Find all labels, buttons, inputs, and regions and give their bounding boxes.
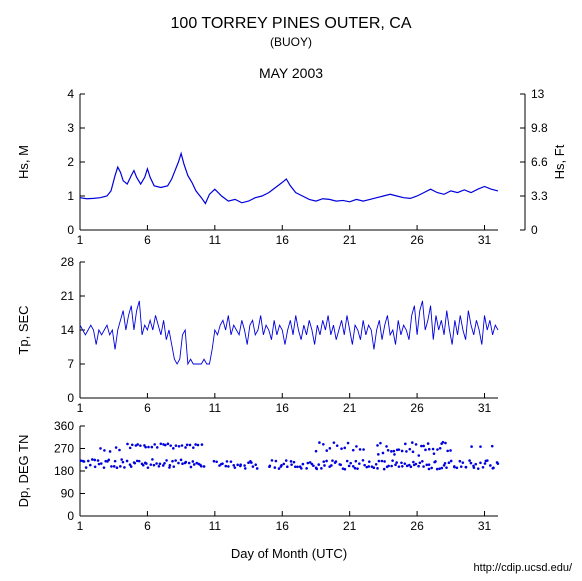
svg-text:0: 0: [67, 223, 74, 237]
svg-text:9.8: 9.8: [531, 121, 548, 135]
svg-text:16: 16: [276, 233, 290, 247]
svg-text:1: 1: [67, 189, 74, 203]
credit-text: http://cdip.ucsd.edu/: [474, 562, 573, 574]
svg-text:3.3: 3.3: [531, 189, 548, 203]
tp-ylabel: Tp, SEC: [16, 305, 31, 354]
svg-text:1: 1: [77, 233, 84, 247]
svg-text:11: 11: [209, 401, 222, 415]
svg-text:360: 360: [54, 419, 74, 433]
svg-text:26: 26: [410, 519, 424, 533]
svg-text:31: 31: [478, 233, 492, 247]
svg-text:4: 4: [67, 87, 74, 101]
svg-text:28: 28: [61, 255, 75, 269]
svg-text:14: 14: [61, 323, 75, 337]
svg-text:1: 1: [77, 519, 84, 533]
chart-container: 100 TORREY PINES OUTER, CA (BUOY) MAY 2003…: [0, 0, 582, 581]
svg-text:11: 11: [209, 519, 222, 533]
chart-svg: 100 TORREY PINES OUTER, CA (BUOY) MAY 2003…: [0, 0, 582, 581]
dp-ylabel: Dp, DEG TN: [16, 435, 31, 508]
svg-text:0: 0: [67, 509, 74, 523]
svg-text:6: 6: [144, 233, 151, 247]
svg-text:1: 1: [77, 401, 84, 415]
svg-text:270: 270: [54, 442, 74, 456]
svg-text:6.6: 6.6: [531, 155, 548, 169]
svg-text:0: 0: [531, 223, 538, 237]
tp-series: [80, 301, 498, 364]
svg-text:26: 26: [410, 401, 424, 415]
svg-text:11: 11: [209, 233, 222, 247]
svg-text:31: 31: [478, 519, 492, 533]
svg-text:6: 6: [144, 401, 151, 415]
title-sub: (BUOY): [270, 35, 312, 49]
svg-text:3: 3: [67, 121, 74, 135]
svg-text:2: 2: [67, 155, 74, 169]
svg-text:31: 31: [478, 401, 492, 415]
svg-text:180: 180: [54, 464, 74, 478]
hs-series: [80, 154, 498, 204]
svg-text:21: 21: [61, 289, 75, 303]
svg-text:6: 6: [144, 519, 151, 533]
dp-series: [79, 441, 499, 471]
svg-text:21: 21: [343, 401, 357, 415]
x-axis-label: Day of Month (UTC): [231, 546, 347, 561]
title-main: 100 TORREY PINES OUTER, CA: [171, 15, 412, 32]
svg-text:26: 26: [410, 233, 424, 247]
svg-text:16: 16: [276, 401, 290, 415]
title-month: MAY 2003: [259, 65, 323, 81]
svg-text:13: 13: [531, 87, 545, 101]
svg-text:21: 21: [343, 233, 357, 247]
hs-ylabel-left: Hs, M: [16, 145, 31, 179]
svg-text:0: 0: [67, 391, 74, 405]
hs-ylabel-right: Hs, Ft: [552, 144, 567, 179]
svg-text:7: 7: [67, 357, 74, 371]
svg-text:90: 90: [61, 487, 75, 501]
svg-text:21: 21: [343, 519, 357, 533]
svg-text:16: 16: [276, 519, 290, 533]
